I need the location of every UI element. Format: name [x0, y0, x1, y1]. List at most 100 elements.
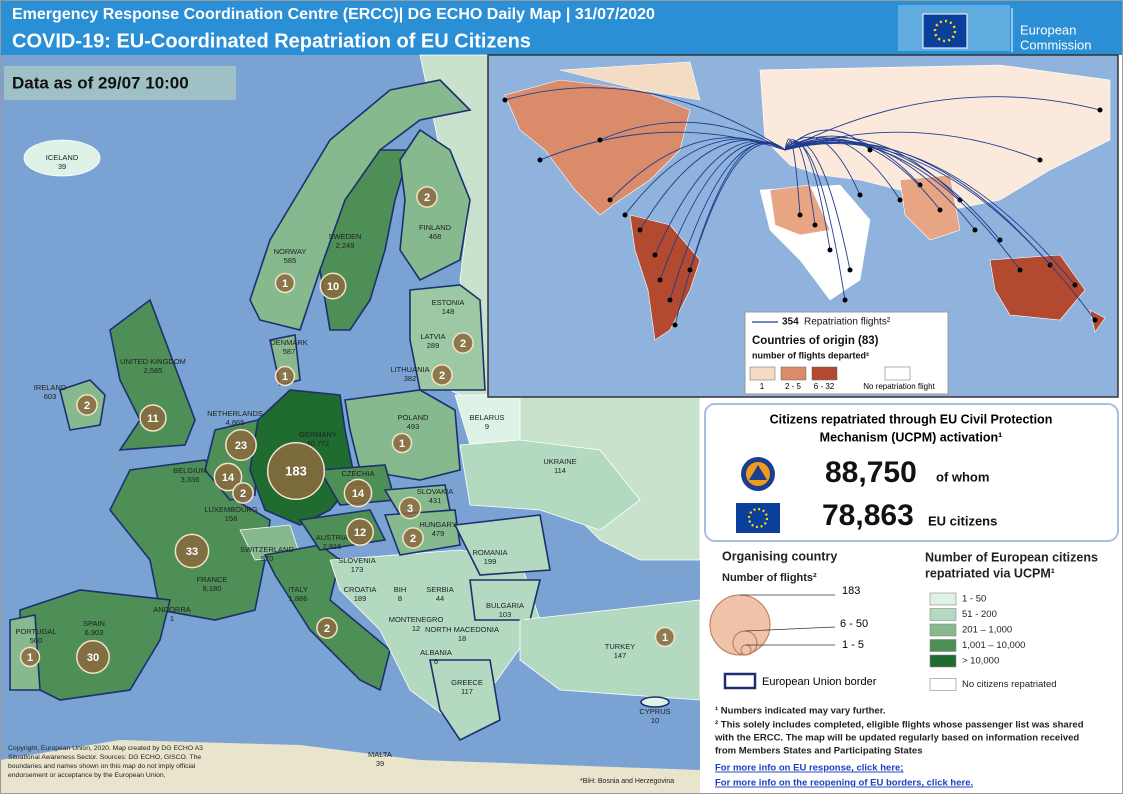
- country-name: MONTENEGRO: [389, 615, 444, 624]
- country-citizens: 148: [442, 307, 455, 316]
- copyright: boundaries and names shown on this map d…: [8, 763, 196, 770]
- country-citizens: 493: [407, 422, 420, 431]
- flight-bubble: [431, 364, 453, 386]
- country-citizens: 2,916: [323, 542, 342, 551]
- origin-dot: [812, 222, 818, 228]
- country-citizens: 585: [284, 256, 297, 265]
- origin-dot: [622, 212, 628, 218]
- country-name: PORTUGAL: [15, 627, 56, 636]
- copyright: Copyright, European Union, 2020. Map cre…: [8, 745, 203, 752]
- flight-bubble: [225, 429, 257, 461]
- flight-count: 2: [324, 623, 330, 635]
- class-swatch: [929, 608, 957, 621]
- country-citizens: 2,585: [144, 366, 163, 375]
- country-name: ESTONIA: [432, 298, 465, 307]
- country-citizens: 1: [170, 614, 174, 623]
- flight-bubble: [346, 518, 374, 546]
- origin-dot: [1092, 317, 1098, 323]
- class-swatch: [929, 639, 957, 652]
- country-citizens: 8,180: [203, 584, 222, 593]
- country-name: LATVIA: [420, 332, 445, 341]
- world-class: 1: [760, 382, 765, 391]
- note: ¹ Numbers indicated may vary further.: [715, 706, 886, 717]
- country-citizens: 199: [484, 557, 497, 566]
- data-date: Data as of 29/07 10:00: [12, 73, 189, 92]
- date-box: [4, 66, 236, 100]
- country-name: SERBIA: [426, 585, 454, 594]
- flights-legend-title: Organising country: [722, 549, 837, 563]
- flight-bubble: [654, 626, 676, 648]
- citizens-legend-title: repatriated via UCPM¹: [925, 566, 1055, 580]
- flight-route: [784, 131, 1041, 161]
- country-name: UKRAINE: [543, 457, 576, 466]
- country-name: SPAIN: [83, 619, 105, 628]
- country-name: ITALY: [288, 585, 308, 594]
- class-label: 1,001 – 10,000: [962, 640, 1025, 651]
- class-swatch: [929, 623, 957, 637]
- country-citizens: 8: [398, 594, 402, 603]
- flight-bubble: [416, 186, 438, 208]
- flight-bubble: [319, 272, 347, 300]
- class-label: 1 - 50: [962, 594, 986, 605]
- flight-route: [674, 143, 786, 326]
- flight-count: 1: [282, 371, 288, 383]
- country-citizens: 970: [261, 554, 274, 563]
- world-class: No repatriation flight: [863, 382, 935, 391]
- origin-dot: [937, 207, 943, 213]
- country-name: LITHUANIA: [390, 365, 429, 374]
- flight-count: 12: [354, 527, 366, 539]
- country-name: SLOVAKIA: [417, 487, 454, 496]
- flight-count: 1: [662, 632, 668, 644]
- origin-dot: [597, 137, 603, 143]
- world-legend-subtitle: number of flights departed²: [752, 350, 869, 360]
- flight-bubble: [76, 640, 110, 674]
- country-citizens: 468: [429, 232, 442, 241]
- total-suffix: of whom: [936, 469, 989, 484]
- flight-bubble: [266, 441, 326, 501]
- country-name: FRANCE: [197, 575, 228, 584]
- citizens-legend-title: Number of European citizens: [925, 550, 1098, 564]
- country-citizens: 147: [614, 651, 627, 660]
- link[interactable]: For more info on EU response, click here…: [715, 763, 903, 774]
- origin-dot: [867, 147, 873, 153]
- copyright: endorsement or acceptance by the Europea…: [8, 772, 166, 779]
- origin-dot: [842, 297, 848, 303]
- origin-dot: [1072, 282, 1078, 288]
- origin-dot: [1037, 157, 1043, 163]
- flight-count: 10: [327, 281, 339, 293]
- stats-title: Mechanism (UCPM) activation¹: [820, 430, 1003, 444]
- country-citizens: 382: [404, 374, 417, 383]
- flight-count: 1: [399, 438, 405, 450]
- country-citizens: 1,886: [289, 594, 308, 603]
- note: from Members States and Participating St…: [715, 746, 922, 757]
- origin-dot: [502, 97, 508, 103]
- origin-dot: [997, 237, 1003, 243]
- country-name: TURKEY: [605, 642, 635, 651]
- flight-bubble: [274, 365, 296, 387]
- country-citizens: 158: [225, 514, 238, 523]
- country-name: AUSTRIA: [316, 533, 349, 542]
- country-name: HUNGARY: [419, 520, 456, 529]
- country-citizens: 6,903: [85, 628, 104, 637]
- country-name: BULGARIA: [486, 601, 524, 610]
- country-name: CYPRUS: [639, 707, 670, 716]
- link[interactable]: For more info on the reopening of EU bor…: [715, 778, 973, 789]
- flights-total: 354: [782, 317, 799, 328]
- country-name: BIH: [394, 585, 407, 594]
- flight-route: [784, 140, 831, 251]
- class-label: 201 – 1,000: [962, 625, 1012, 636]
- flight-route: [689, 141, 786, 271]
- country-name: NORWAY: [274, 247, 307, 256]
- country-name: NORTH MACEDONIA: [425, 625, 499, 634]
- class-swatch: [929, 592, 957, 606]
- country-name: GERMANY: [299, 430, 337, 439]
- country-citizens: 40,772: [307, 439, 330, 448]
- flight-bubble: [398, 496, 422, 520]
- country-citizens: 189: [354, 594, 367, 603]
- stats-box: [704, 403, 1119, 542]
- flight-count: 14: [352, 488, 365, 500]
- flight-count: 2: [410, 533, 416, 545]
- country-citizens: 431: [429, 496, 442, 505]
- origin-dot: [797, 212, 803, 218]
